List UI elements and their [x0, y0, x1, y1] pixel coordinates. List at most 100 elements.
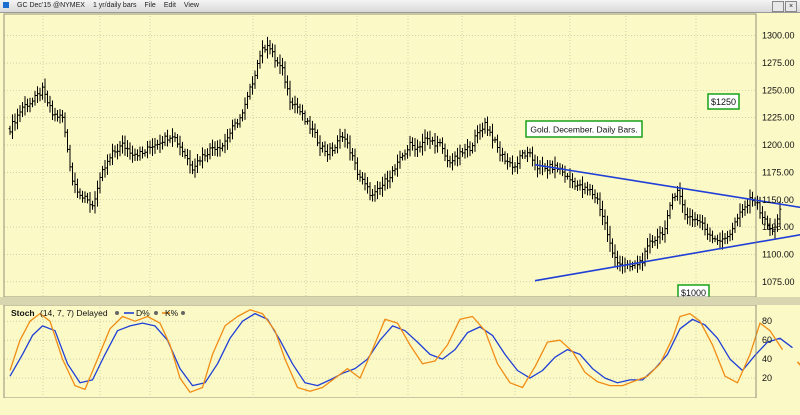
price-bar [373, 185, 377, 202]
price-bar [161, 136, 164, 150]
price-bar [451, 153, 454, 171]
chart-annotation: Gold. December. Daily Bars. [525, 120, 643, 138]
price-bar [686, 207, 689, 225]
price-bar [583, 182, 587, 195]
price-bar [748, 189, 752, 214]
price-bar [346, 133, 349, 149]
price-bar [688, 208, 692, 226]
price-bar [403, 149, 407, 161]
price-bar [33, 90, 37, 106]
price-bar [48, 95, 52, 113]
price-bar [593, 189, 597, 204]
price-bar [243, 97, 247, 120]
price-bar [476, 125, 479, 144]
price-bar [713, 235, 717, 243]
price-bar [281, 57, 284, 76]
price-bar [31, 97, 34, 108]
close-icon[interactable]: × [785, 1, 797, 12]
price-bar [221, 142, 224, 152]
price-tick-label: 1200.00 [762, 140, 795, 150]
price-bar [411, 137, 414, 151]
price-bar [196, 154, 199, 174]
price-bar [518, 150, 522, 169]
price-bar [46, 90, 49, 107]
price-tick-label: 1250.00 [762, 85, 795, 95]
price-bar [428, 130, 432, 149]
stoch-panel-border [3, 304, 757, 399]
price-bar [88, 191, 92, 213]
price-bar [16, 108, 19, 130]
price-bar [156, 139, 159, 150]
price-bar [438, 138, 442, 147]
price-bar [218, 139, 222, 157]
price-bar [576, 180, 579, 192]
menu-file[interactable]: File [144, 2, 156, 9]
price-bar [273, 44, 277, 68]
interval-label[interactable]: 1 yr/daily bars [92, 2, 137, 9]
price-bar [178, 135, 182, 156]
stoch-k-legend: K% [165, 308, 179, 318]
price-bar [423, 129, 427, 152]
stoch-settings-icon[interactable] [115, 311, 119, 315]
price-bar [661, 227, 664, 241]
price-bar [711, 230, 714, 244]
price-bar [671, 193, 674, 210]
price-bar [326, 144, 329, 162]
price-bar [418, 141, 422, 153]
price-bar [573, 177, 577, 190]
price-bar [356, 157, 359, 180]
price-bar [283, 61, 287, 89]
target-box [707, 93, 740, 110]
price-bar [701, 215, 704, 231]
price-bar [608, 225, 612, 252]
price-bar [333, 144, 337, 154]
price-bar [601, 200, 604, 226]
price-bar [208, 143, 212, 160]
price-bar [236, 118, 239, 129]
price-bar [301, 104, 304, 121]
triangle-trendline[interactable] [534, 221, 800, 282]
price-bar [498, 141, 502, 162]
price-bar [63, 112, 67, 138]
price-bar [228, 128, 232, 143]
price-bar [23, 96, 27, 116]
menu-edit[interactable]: Edit [163, 2, 176, 9]
price-bar [633, 260, 637, 269]
price-bar [728, 229, 732, 242]
price-bar [286, 75, 289, 96]
price-bar [656, 228, 659, 249]
stoch-k-settings-icon[interactable] [181, 311, 185, 315]
annotation-box [525, 120, 643, 138]
price-bar [431, 136, 434, 145]
price-bar [481, 122, 484, 138]
price-bar [526, 146, 529, 163]
price-bar [108, 153, 112, 166]
price-bar [103, 160, 107, 178]
price-bar [366, 176, 369, 194]
price-bar [533, 154, 537, 171]
triangle-trendline[interactable] [534, 163, 800, 221]
price-bar [563, 165, 567, 183]
price-bar [328, 142, 332, 160]
price-bar [536, 156, 539, 178]
price-bar [288, 80, 292, 111]
price-tick-label: 1225.00 [762, 113, 795, 123]
price-bar [318, 135, 322, 156]
maximize-icon[interactable] [772, 1, 784, 12]
price-bar [353, 148, 357, 171]
price-bar [173, 132, 177, 143]
stoch-d-settings-icon[interactable] [154, 311, 158, 315]
price-bar [266, 36, 269, 59]
menu-view[interactable]: View [183, 2, 199, 9]
price-bar [408, 135, 412, 157]
price-bar [141, 146, 144, 159]
price-bar [21, 102, 24, 118]
price-bar [436, 135, 439, 153]
price-bar [106, 154, 109, 175]
panel-divider[interactable] [0, 297, 800, 305]
price-bar [203, 149, 207, 162]
price-bar [681, 188, 684, 213]
price-bar [198, 156, 202, 166]
stoch-tick-label: 80 [762, 316, 772, 326]
price-bar [443, 143, 447, 162]
